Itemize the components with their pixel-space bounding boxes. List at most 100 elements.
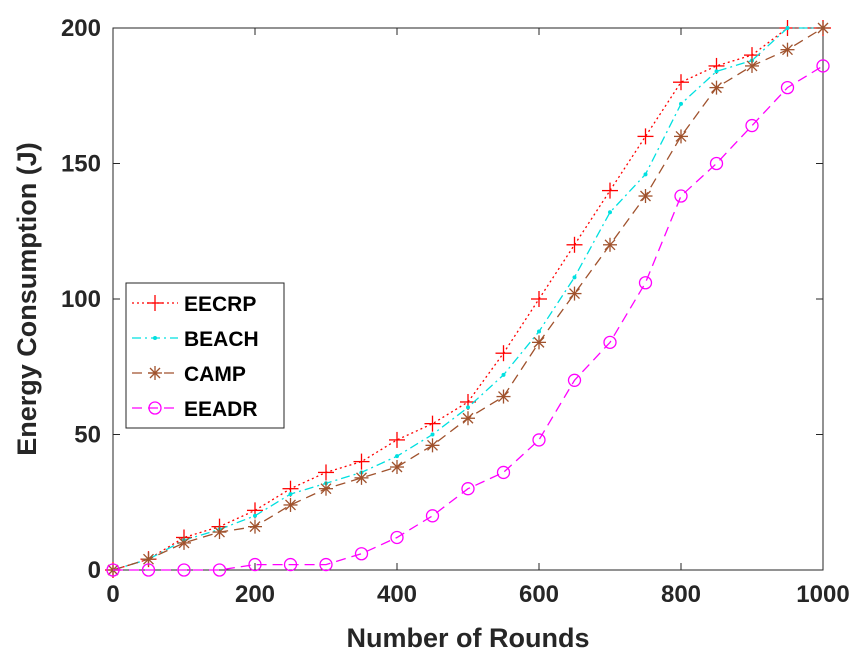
legend-label: BEACH <box>184 328 259 351</box>
data-point <box>531 291 547 307</box>
marker-dot <box>537 329 541 334</box>
data-point <box>566 236 583 253</box>
data-point <box>532 433 546 447</box>
data-point <box>466 405 470 410</box>
data-point <box>603 237 617 252</box>
x-tick-label: 0 <box>106 581 119 608</box>
marker-circle <box>148 401 162 415</box>
data-point <box>608 210 612 215</box>
marker-circle <box>248 557 262 572</box>
marker-dot <box>714 69 719 74</box>
series-eeadr <box>106 59 830 577</box>
y-tick-label: 100 <box>61 286 101 313</box>
data-point <box>283 557 298 572</box>
marker-star-d2 <box>356 472 367 484</box>
data-point <box>288 492 293 497</box>
data-point <box>714 69 719 74</box>
marker-circle <box>283 557 298 572</box>
marker-circle <box>319 557 333 572</box>
data-point <box>674 189 688 203</box>
marker-circle <box>745 118 759 133</box>
data-point <box>537 329 541 334</box>
data-point <box>390 530 404 545</box>
data-point <box>602 182 618 199</box>
y-tick-label: 150 <box>61 151 101 178</box>
marker-dot <box>643 172 648 177</box>
data-point <box>495 345 512 362</box>
marker-dot <box>785 26 790 30</box>
marker-star-d2 <box>427 439 438 451</box>
data-point <box>354 470 369 485</box>
legend-item-camp: CAMP <box>132 363 246 386</box>
x-tick-label: 400 <box>377 581 417 608</box>
data-point <box>425 438 440 453</box>
legend-label: EEADR <box>184 398 258 421</box>
x-tick-label: 800 <box>661 581 701 608</box>
marker-circle <box>709 156 724 171</box>
marker-circle <box>780 80 795 95</box>
marker-dot <box>430 432 435 437</box>
x-tick-label: 600 <box>519 581 559 608</box>
data-point <box>496 389 511 404</box>
data-point <box>674 129 688 144</box>
data-point <box>816 59 830 73</box>
series-camp <box>106 21 830 577</box>
marker-circle <box>567 373 582 387</box>
data-point <box>147 295 163 311</box>
y-tick-label: 50 <box>74 422 101 449</box>
marker-star-d2 <box>533 336 545 348</box>
series-layer <box>105 20 831 578</box>
data-point <box>153 336 157 340</box>
marker-star-d2 <box>604 239 616 251</box>
data-point <box>319 557 333 572</box>
data-point <box>318 464 334 481</box>
marker-star-d2 <box>782 44 793 56</box>
x-tick-label: 1000 <box>796 581 849 608</box>
legend: EECRP BEACH CAMP EEADR <box>125 282 285 429</box>
marker-circle <box>354 547 369 561</box>
data-point <box>395 454 399 459</box>
marker-star-d2 <box>462 412 474 424</box>
legend-item-eeadr: EEADR <box>132 398 258 421</box>
legend-box <box>125 282 285 429</box>
legend-label: EECRP <box>184 293 256 316</box>
data-point <box>354 547 369 561</box>
marker-star-d2 <box>711 82 722 94</box>
data-point <box>643 172 648 177</box>
marker-circle <box>816 59 830 73</box>
data-point <box>353 453 370 470</box>
data-point <box>148 401 162 415</box>
y-axis-label: Energy Consumption (J) <box>12 142 42 456</box>
marker-star-d2 <box>249 521 261 533</box>
y-tick-label: 200 <box>61 15 101 42</box>
legend-item-eecrp: EECRP <box>132 293 256 316</box>
data-point <box>745 58 759 73</box>
data-point <box>319 481 333 496</box>
marker-dot <box>572 275 577 280</box>
marker-circle <box>141 563 156 577</box>
marker-dot <box>608 210 612 215</box>
marker-dot <box>253 513 257 518</box>
data-point <box>638 276 653 290</box>
data-point <box>780 42 795 57</box>
data-point <box>253 513 257 518</box>
data-point <box>141 563 156 577</box>
data-point <box>572 275 577 280</box>
data-point <box>248 557 262 572</box>
data-point <box>461 482 475 496</box>
axis-ticks: 0 200 400 600 800 1000 0 50 100 150 200 <box>61 15 850 608</box>
marker-circle <box>532 433 546 447</box>
marker-circle <box>425 509 440 523</box>
data-point <box>283 497 298 512</box>
marker-dot <box>395 454 399 459</box>
marker-dot <box>466 405 470 410</box>
marker-star-d2 <box>149 367 161 379</box>
x-tick-label: 200 <box>235 581 275 608</box>
marker-star-d2 <box>178 537 190 549</box>
legend-label: CAMP <box>184 363 246 386</box>
data-point <box>177 535 191 550</box>
marker-star-d2 <box>569 288 580 300</box>
marker-star-d2 <box>817 22 829 34</box>
data-point <box>709 80 724 95</box>
